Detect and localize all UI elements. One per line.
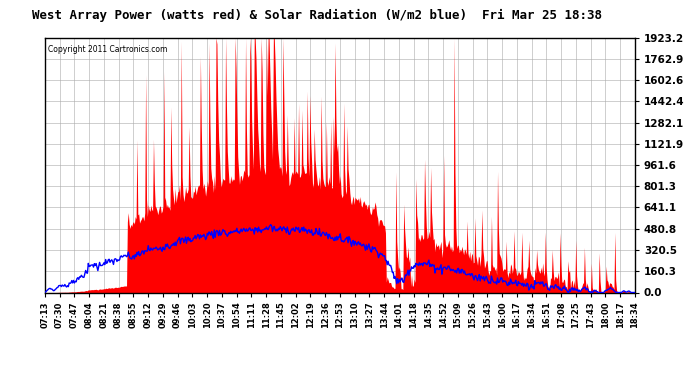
Text: Copyright 2011 Cartronics.com: Copyright 2011 Cartronics.com xyxy=(48,45,167,54)
Text: West Array Power (watts red) & Solar Radiation (W/m2 blue)  Fri Mar 25 18:38: West Array Power (watts red) & Solar Rad… xyxy=(32,9,602,22)
